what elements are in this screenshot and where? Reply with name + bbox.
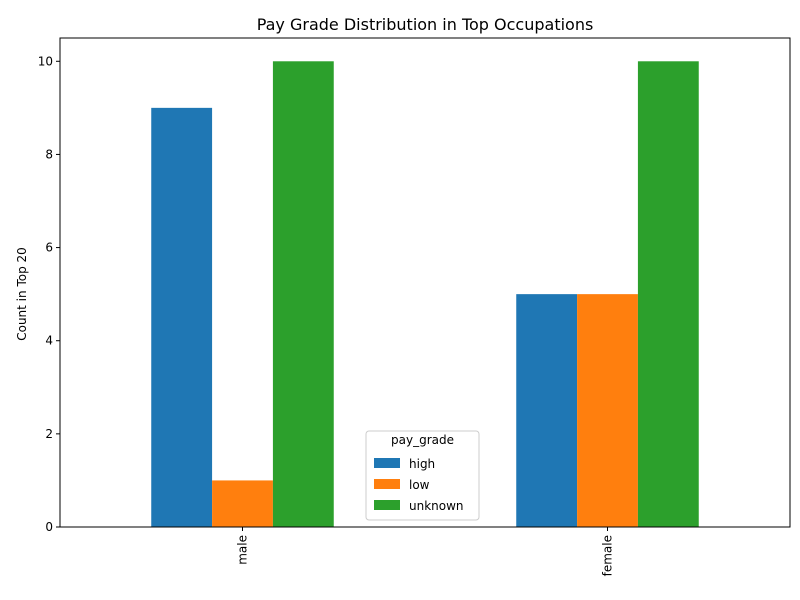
bar-unknown-male bbox=[272, 61, 334, 528]
y-tick-label: 8 bbox=[45, 147, 53, 161]
y-axis: 0 2 4 6 8 10 bbox=[38, 54, 60, 534]
bar-unknown-female bbox=[637, 61, 699, 528]
plot-frame bbox=[59, 37, 791, 528]
bar-low-male bbox=[212, 480, 273, 527]
x-tick-label-female: female bbox=[601, 535, 615, 576]
chart-title: Pay Grade Distribution in Top Occupation… bbox=[257, 15, 594, 34]
y-tick-label: 2 bbox=[45, 427, 53, 441]
y-tick-label: 4 bbox=[45, 334, 53, 348]
legend-swatch-unknown bbox=[374, 500, 400, 510]
legend-box bbox=[365, 430, 480, 521]
bar-high-male bbox=[151, 107, 213, 527]
legend: pay_grade high low unknown bbox=[365, 430, 480, 521]
x-axis: male female bbox=[236, 527, 615, 576]
legend-label-high: high bbox=[409, 457, 435, 471]
y-tick-label: 6 bbox=[45, 241, 53, 255]
x-tick-label-male: male bbox=[236, 535, 250, 565]
y-tick-label: 0 bbox=[45, 520, 53, 534]
legend-items: high low unknown bbox=[374, 457, 464, 513]
legend-swatch-low bbox=[374, 479, 400, 489]
legend-label-low: low bbox=[409, 478, 430, 492]
bar-high-female bbox=[516, 294, 578, 527]
bar-low-female bbox=[577, 294, 638, 527]
legend-title: pay_grade bbox=[391, 433, 454, 447]
bars-group bbox=[151, 61, 699, 528]
y-tick-label: 10 bbox=[38, 54, 53, 68]
legend-swatch-high bbox=[374, 458, 400, 468]
legend-label-unknown: unknown bbox=[409, 499, 464, 513]
y-axis-label: Count in Top 20 bbox=[15, 247, 29, 341]
